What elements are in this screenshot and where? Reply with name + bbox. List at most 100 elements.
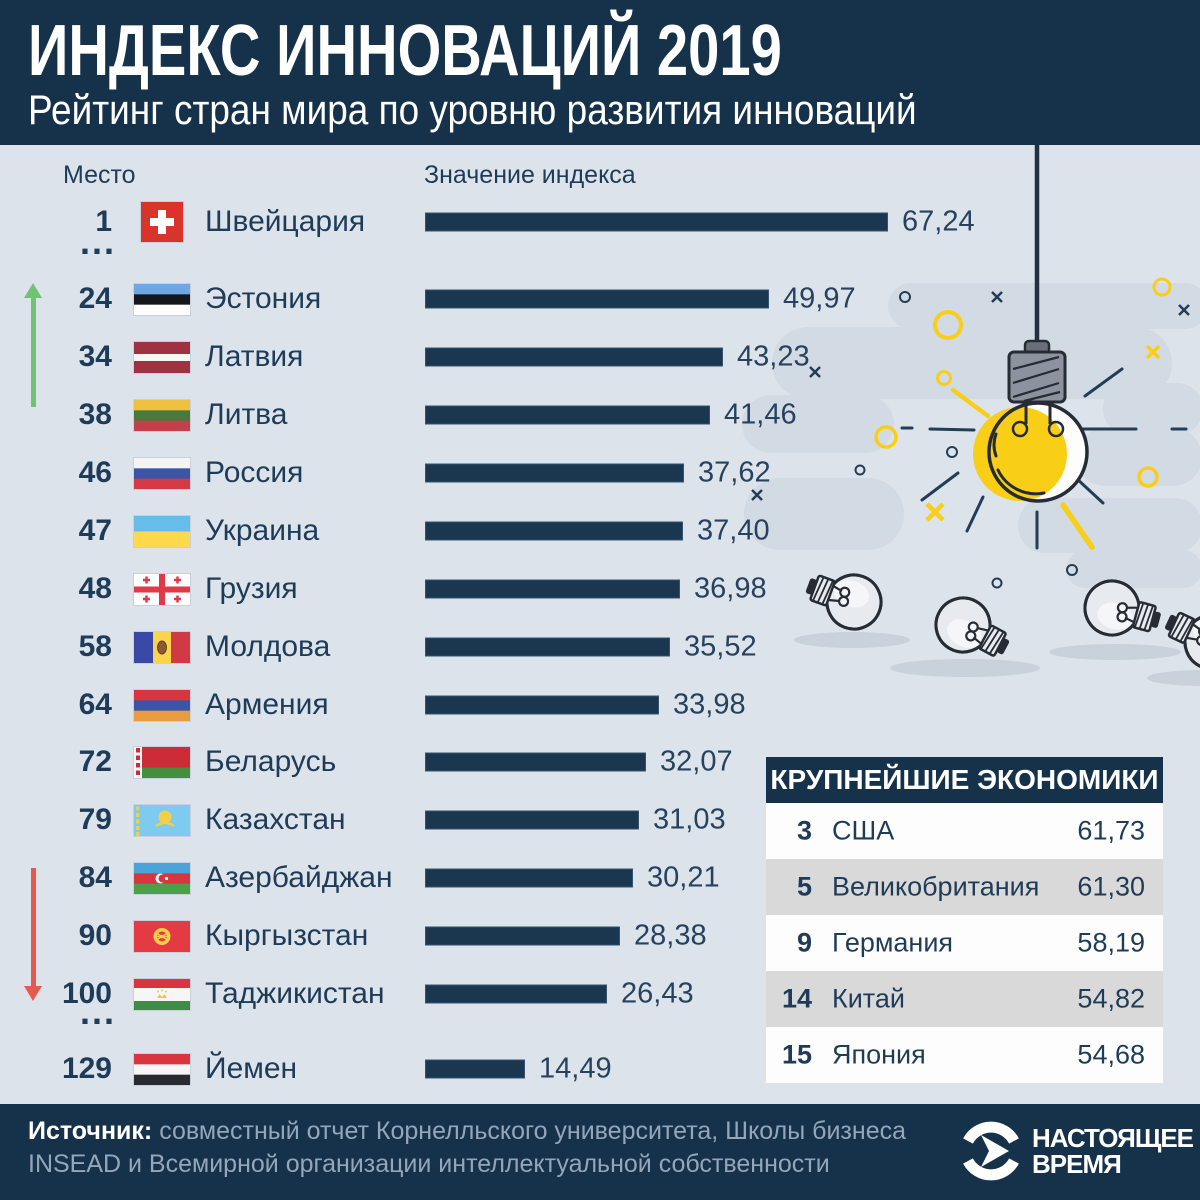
value-bar bbox=[425, 868, 633, 888]
country-row: 24 Эстония 49,97 bbox=[0, 277, 1200, 321]
rank-label: 58 bbox=[78, 630, 112, 663]
country-row: 48 Грузия 36,98 bbox=[0, 567, 1200, 611]
value-label: 33,98 bbox=[673, 688, 746, 721]
country-row: 34 Латвия 43,23 bbox=[0, 335, 1200, 379]
economy-country: США bbox=[832, 815, 895, 846]
rank-label: 48 bbox=[78, 572, 112, 605]
economy-country: Китай bbox=[832, 983, 905, 1014]
value-bar bbox=[425, 752, 646, 772]
value-label: 36,98 bbox=[694, 572, 767, 605]
source-note: Источник: совместный отчет Корнелльского… bbox=[28, 1115, 906, 1181]
rank-label: 64 bbox=[78, 688, 112, 721]
flag-armenia bbox=[134, 683, 190, 727]
value-label: 37,40 bbox=[697, 514, 770, 547]
logo-text: НАСТОЯЩЕЕ ВРЕМЯ bbox=[1032, 1123, 1194, 1177]
value-label: 28,38 bbox=[634, 919, 707, 952]
rank-label: 46 bbox=[78, 456, 112, 489]
rank-label: 84 bbox=[78, 861, 112, 894]
rank-label: 90 bbox=[78, 919, 112, 952]
flag-moldova bbox=[134, 625, 190, 669]
economy-value: 58,19 bbox=[1077, 927, 1145, 958]
value-bar bbox=[425, 212, 888, 232]
flag-estonia bbox=[134, 277, 190, 321]
value-label: 35,52 bbox=[684, 630, 757, 663]
economy-rank: 15 bbox=[781, 1039, 812, 1070]
economy-country: Япония bbox=[832, 1039, 926, 1070]
country-name: Эстония bbox=[205, 282, 322, 315]
rank-down-arrow bbox=[24, 868, 42, 1001]
economy-row: 3 США 61,73 bbox=[766, 803, 1163, 859]
country-row: 58 Молдова 35,52 bbox=[0, 625, 1200, 669]
country-name: Беларусь bbox=[205, 745, 337, 778]
value-label: 49,97 bbox=[783, 282, 856, 315]
economy-country: Великобритания bbox=[832, 871, 1040, 902]
source-line1: совместный отчет Корнелльского университ… bbox=[152, 1117, 907, 1145]
value-bar bbox=[425, 463, 684, 483]
rank-down-arrow-line bbox=[30, 868, 36, 986]
country-row: 129 Йемен 14,49 bbox=[0, 1047, 1200, 1091]
rank-label: 24 bbox=[78, 282, 112, 315]
flag-switzerland bbox=[134, 200, 190, 244]
flag-latvia bbox=[134, 335, 190, 379]
value-label: 41,46 bbox=[724, 398, 797, 431]
column-header-rank: Место bbox=[63, 161, 136, 189]
page-title: ИНДЕКС ИННОВАЦИЙ 2019 bbox=[28, 11, 782, 91]
logo-line1: НАСТОЯЩЕЕ bbox=[1032, 1123, 1194, 1153]
country-row: 79 Казахстан 31,03 bbox=[0, 798, 1200, 842]
country-name: Йемен bbox=[205, 1052, 298, 1085]
value-label: 14,49 bbox=[539, 1052, 612, 1085]
economy-value: 54,82 bbox=[1077, 983, 1145, 1014]
economy-value: 61,30 bbox=[1077, 871, 1145, 902]
country-name: Украина bbox=[205, 514, 320, 547]
flag-belarus bbox=[134, 740, 190, 784]
economy-rank: 5 bbox=[796, 871, 812, 902]
economy-value: 54,68 bbox=[1077, 1039, 1145, 1070]
top-economies-rows: 3 США 61,73 5 Великобритания 61,30 9 Германия 58… bbox=[766, 803, 1163, 1083]
country-row: 47 Украина 37,40 bbox=[0, 509, 1200, 553]
country-row: 38 Литва 41,46 bbox=[0, 393, 1200, 437]
value-bar bbox=[425, 984, 607, 1004]
country-name: Молдова bbox=[205, 630, 331, 663]
economy-country: Германия bbox=[832, 927, 954, 958]
value-label: 30,21 bbox=[647, 861, 720, 894]
top-economies-panel: КРУПНЕЙШИЕ ЭКОНОМИКИ 3 США 61,73 5 Великобри… bbox=[766, 757, 1163, 1083]
play-circle-icon bbox=[963, 1121, 1019, 1181]
country-name: Азербайджан bbox=[205, 861, 393, 894]
country-name: Россия bbox=[205, 456, 304, 489]
country-name: Казахстан bbox=[205, 803, 346, 836]
value-bar bbox=[425, 695, 659, 715]
value-bar bbox=[425, 1059, 525, 1079]
flag-tajikistan bbox=[134, 972, 190, 1016]
value-bar bbox=[425, 347, 723, 367]
economy-row: 5 Великобритания 61,30 bbox=[766, 859, 1163, 915]
value-label: 26,43 bbox=[621, 977, 694, 1010]
source-label: Источник: bbox=[28, 1117, 153, 1145]
country-name: Швейцария bbox=[205, 205, 366, 238]
value-bar bbox=[425, 405, 710, 425]
value-label: 31,03 bbox=[653, 803, 726, 836]
economy-rank: 3 bbox=[796, 815, 812, 846]
scatter-marks-navy bbox=[751, 291, 1190, 589]
flag-ukraine bbox=[134, 509, 190, 553]
economy-row: 15 Япония 54,68 bbox=[766, 1027, 1163, 1083]
rank-label: 100 bbox=[61, 977, 112, 1010]
current-time-logo: НАСТОЯЩЕЕ ВРЕМЯ bbox=[958, 1118, 1194, 1184]
value-bar bbox=[425, 810, 639, 830]
value-bar bbox=[425, 926, 620, 946]
value-label: 67,24 bbox=[902, 205, 975, 238]
economy-rank: 14 bbox=[781, 983, 812, 1014]
country-row: 46 Россия 37,62 bbox=[0, 451, 1200, 495]
rank-label: 1 bbox=[95, 205, 112, 238]
country-row: 100 Таджикистан 26,43 bbox=[0, 972, 1200, 1016]
economy-rank: 9 bbox=[796, 927, 812, 958]
economy-value: 61,73 bbox=[1077, 815, 1145, 846]
flag-kazakhstan bbox=[134, 798, 190, 842]
rank-up-arrowhead bbox=[24, 283, 42, 298]
light-rays bbox=[900, 367, 1188, 550]
value-bar bbox=[425, 521, 683, 541]
rank-label: 79 bbox=[78, 803, 112, 836]
economy-row: 9 Германия 58,19 bbox=[766, 915, 1163, 971]
flag-russia bbox=[134, 451, 190, 495]
rank-label: 38 bbox=[78, 398, 112, 431]
